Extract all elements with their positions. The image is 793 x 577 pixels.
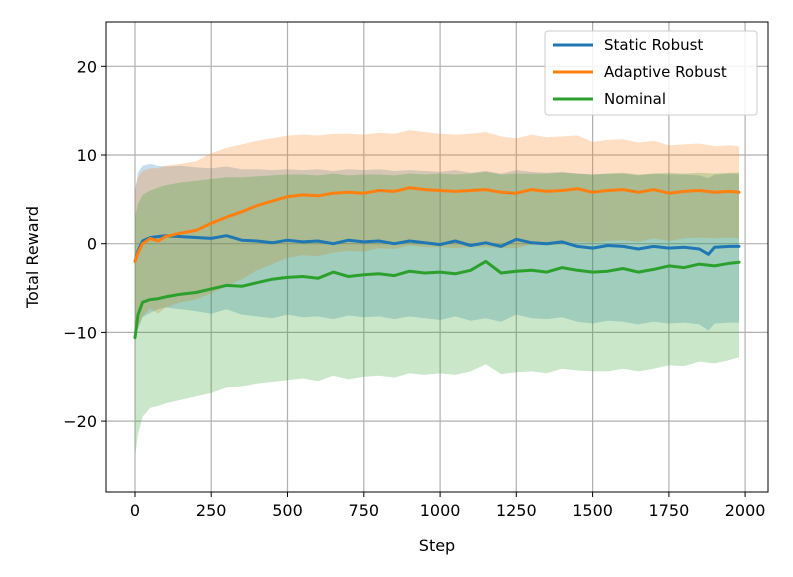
y-tick-label: 0 [87,235,97,254]
x-tick-label: 1000 [420,501,461,520]
x-tick-label: 1500 [572,501,613,520]
x-tick-label: 250 [196,501,227,520]
x-tick-label: 0 [130,501,140,520]
plot-frame [105,21,769,493]
y-tick-label: 20 [77,57,97,76]
legend-label-adaptive-robust: Adaptive Robust [604,63,727,81]
x-axis-ticks: 0 250 500 750 1000 1250 1500 1750 2000 [130,492,766,520]
nominal-band [135,171,739,457]
y-tick-label: −10 [63,323,97,342]
adaptive-robust-band [135,130,739,333]
nominal-line [133,259,741,340]
confidence-bands [135,130,739,457]
x-tick-label: 1250 [496,501,537,520]
adaptive-robust-line [133,186,741,263]
x-tick-label: 1750 [649,501,690,520]
static-robust-line [133,234,741,263]
y-tick-label: −20 [63,412,97,431]
y-axis-ticks: −20 −10 0 10 20 [63,57,106,431]
series-lines [133,186,741,340]
x-tick-label: 750 [349,501,380,520]
legend-box [544,30,758,116]
legend-label-static-robust: Static Robust [604,36,703,54]
y-tick-label: 10 [77,146,97,165]
legend-label-nominal: Nominal [604,90,666,108]
x-tick-label: 500 [272,501,303,520]
y-axis-label: Total Reward [23,206,42,309]
x-tick-label: 2000 [725,501,766,520]
legend: Static Robust Adaptive Robust Nominal [544,30,758,116]
x-axis-label: Step [419,536,455,555]
static-robust-band [135,163,739,333]
